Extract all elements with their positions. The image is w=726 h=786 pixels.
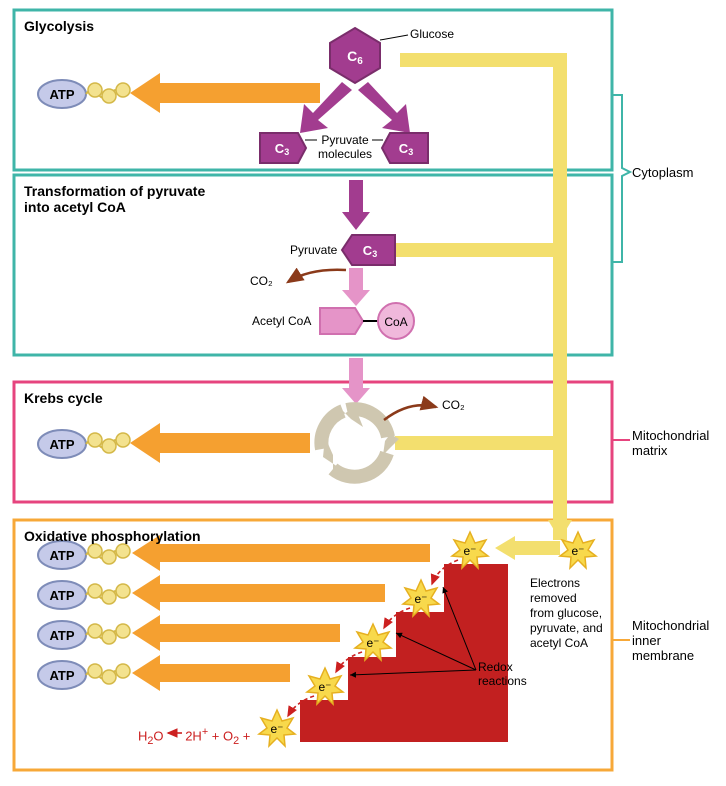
svg-text:ATP: ATP — [49, 87, 74, 102]
acetyl-pentagon — [320, 308, 363, 334]
electron-left-arrowhead — [495, 536, 515, 560]
glucose-label: Glucose — [410, 27, 454, 41]
cellular-respiration-diagram: C6 C3 C3 C3 CoA e⁻ e⁻ e⁻ e⁻ e⁻ e⁻ ATP AT… — [0, 0, 726, 786]
atp-molecule: ATP — [38, 621, 130, 649]
atp-arrow-glycolysis — [130, 73, 320, 113]
atp-arrow-krebs — [130, 423, 310, 463]
cytoplasm-label: Cytoplasm — [632, 165, 693, 180]
inner-membrane-label: Mitochondrial inner membrane — [632, 618, 709, 663]
cytoplasm-bracket — [612, 95, 630, 262]
svg-text:ATP: ATP — [49, 437, 74, 452]
pyruvate-molecules-label: Pyruvate molecules — [318, 133, 372, 161]
atp-molecule: ATP — [38, 581, 130, 609]
svg-text:e⁻: e⁻ — [318, 680, 331, 694]
matrix-label: Mitochondrial matrix — [632, 428, 709, 458]
diagram-svg: C6 C3 C3 C3 CoA e⁻ e⁻ e⁻ e⁻ e⁻ e⁻ ATP AT… — [0, 0, 726, 786]
svg-text:e⁻: e⁻ — [270, 722, 283, 736]
krebs-title: Krebs cycle — [24, 390, 103, 406]
svg-text:e⁻: e⁻ — [414, 592, 427, 606]
glycolysis-title: Glycolysis — [24, 18, 94, 34]
pyruvate-title: Transformation of pyruvate into acetyl C… — [24, 183, 205, 215]
redox-label: Redox reactions — [478, 660, 527, 688]
electron-pathway-arrowhead — [548, 520, 572, 540]
atp-molecule: ATP — [38, 541, 130, 569]
glucose-label-line — [380, 35, 408, 40]
atp-molecule: ATP — [38, 661, 130, 689]
pyruvate-to-acetyl-arrow — [342, 268, 370, 306]
water-equation: H2O 2H+ + O2 + — [138, 726, 250, 747]
co2-arrow-2 — [384, 405, 436, 420]
co2-label-2: CO₂ — [442, 398, 465, 412]
pyruvate-down-arrow — [342, 180, 370, 230]
atp-molecule: ATP — [38, 430, 130, 458]
svg-text:ATP: ATP — [49, 588, 74, 603]
svg-text:ATP: ATP — [49, 548, 74, 563]
svg-text:e⁻: e⁻ — [463, 544, 476, 558]
oxidative-title: Oxidative phosphorylation — [24, 528, 201, 544]
svg-text:e⁻: e⁻ — [571, 544, 584, 558]
pyruvate-label: Pyruvate — [290, 243, 337, 257]
co2-arrow-1 — [288, 270, 346, 282]
acetyl-label: Acetyl CoA — [252, 314, 311, 328]
svg-text:ATP: ATP — [49, 628, 74, 643]
svg-text:ATP: ATP — [49, 668, 74, 683]
electrons-removed-label: Electrons removed from glucose, pyruvate… — [530, 576, 603, 651]
svg-text:e⁻: e⁻ — [366, 636, 379, 650]
atp-molecule: ATP — [38, 80, 130, 108]
svg-text:CoA: CoA — [384, 315, 407, 329]
co2-label-1: CO₂ — [250, 274, 273, 288]
